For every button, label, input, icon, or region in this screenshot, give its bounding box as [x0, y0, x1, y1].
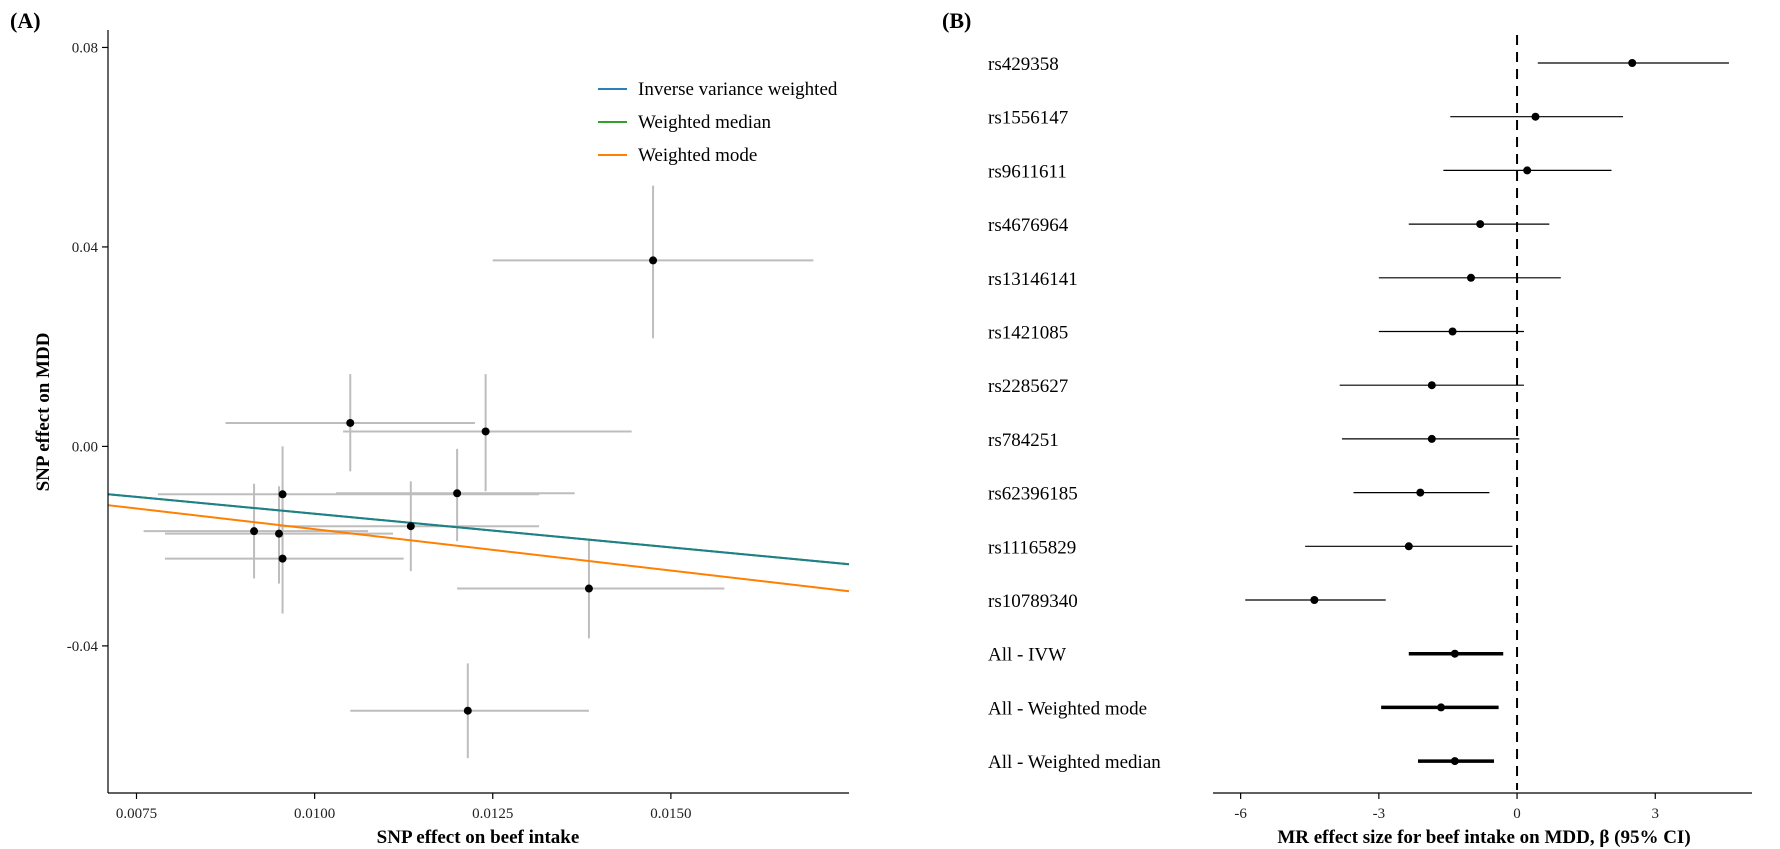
y-tick-label-2: 0.04 [72, 240, 99, 256]
panel-a-errorbars [143, 185, 814, 759]
row-12-estimate-point [1437, 703, 1446, 712]
panel-a-axes [107, 30, 849, 794]
row-5-estimate-point [1448, 327, 1457, 336]
row-6-estimate-point [1427, 381, 1436, 390]
row-9-estimate-point [1404, 542, 1413, 551]
row-7-estimate-point [1427, 434, 1436, 443]
row-13-estimate-point [1450, 757, 1459, 766]
panel-a-points [250, 256, 658, 715]
row-4-estimate-point [1466, 273, 1475, 282]
row-1-estimate-point [1531, 112, 1540, 121]
x-tick-label-2: 0.0125 [472, 806, 513, 822]
panel-b-label: (B) [942, 8, 971, 33]
ivw-regression-line [107, 493, 850, 566]
panel-a-x-ticks: 0.0075 0.0100 0.0125 0.0150 [116, 793, 692, 822]
y-tick-label-1: 0.00 [72, 439, 98, 455]
row-label-6: rs2285627 [988, 376, 1068, 397]
panel-a: (A) 0.0075 0.0100 0.0125 0.0150 -0.04 0.00 0.… [10, 8, 850, 848]
panel-b-snp-labels: rs429358 rs1556147 rs9611611 rs4676964 rs131… [988, 54, 1161, 773]
b-x-tick-label-0: -6 [1234, 806, 1247, 822]
scatter-point-9 [584, 584, 593, 593]
legend-label-ivw: Inverse variance weighted [638, 79, 838, 100]
scatter-point-7 [275, 529, 283, 538]
row-label-8: rs62396185 [988, 484, 1078, 505]
b-x-tick-label-3: 3 [1652, 806, 1660, 822]
scatter-point-6 [250, 527, 259, 536]
legend-label-weighted-mode: Weighted mode [638, 145, 757, 166]
scatter-point-4 [453, 489, 462, 498]
weighted-mode-regression-line [107, 504, 850, 593]
row-11-estimate-point [1450, 649, 1459, 658]
scatter-point-0 [649, 256, 658, 265]
y-tick-label-0: -0.04 [67, 639, 99, 655]
row-label-13: All - Weighted median [988, 752, 1161, 773]
panel-a-regression-lines [107, 493, 850, 593]
row-0-estimate-point [1628, 59, 1637, 67]
scatter-point-3 [278, 490, 287, 499]
panel-a-x-axis-title: SNP effect on beef intake [377, 827, 580, 848]
row-2-estimate-point [1523, 166, 1532, 175]
row-label-9: rs11165829 [988, 537, 1076, 558]
row-label-12: All - Weighted mode [988, 698, 1147, 719]
panel-b-x-ticks: -6 -3 0 3 [1234, 793, 1659, 822]
b-x-tick-label-2: 0 [1513, 806, 1521, 822]
scatter-point-5 [406, 522, 415, 531]
row-label-0: rs429358 [988, 54, 1059, 75]
panel-a-y-ticks: -0.04 0.00 0.04 0.08 [67, 40, 108, 655]
row-label-11: All - IVW [988, 645, 1066, 666]
panel-b-estimates [1245, 59, 1729, 766]
row-label-5: rs1421085 [988, 323, 1068, 344]
x-tick-label-0: 0.0075 [116, 806, 157, 822]
scatter-point-2 [481, 427, 490, 436]
row-label-1: rs1556147 [988, 108, 1068, 129]
row-8-estimate-point [1416, 488, 1425, 497]
panel-b: (B) rs429358rs1556147rs9611611rs4676964r… [942, 8, 1752, 848]
panel-b-x-axis-title: MR effect size for beef intake on MDD, β… [1277, 827, 1690, 848]
row-label-7: rs784251 [988, 430, 1059, 451]
x-tick-label-3: 0.0150 [650, 806, 691, 822]
panel-a-label: (A) [10, 8, 41, 33]
row-10-estimate-point [1310, 596, 1319, 604]
y-tick-label-3: 0.08 [72, 40, 98, 56]
scatter-point-1 [346, 418, 355, 427]
scatter-point-8 [278, 554, 287, 563]
b-x-tick-label-1: -3 [1373, 806, 1386, 822]
row-3-estimate-point [1476, 220, 1485, 229]
legend-label-weighted-median: Weighted median [638, 112, 772, 133]
row-label-4: rs13146141 [988, 269, 1078, 290]
panel-a-y-axis-title: SNP effect on MDD [33, 333, 54, 492]
row-label-3: rs4676964 [988, 215, 1069, 236]
row-label-10: rs10789340 [988, 591, 1078, 612]
panel-a-legend: Inverse variance weighted Weighted media… [598, 79, 838, 166]
row-label-2: rs9611611 [988, 161, 1067, 182]
x-tick-label-1: 0.0100 [294, 806, 335, 822]
scatter-point-10 [463, 706, 472, 715]
